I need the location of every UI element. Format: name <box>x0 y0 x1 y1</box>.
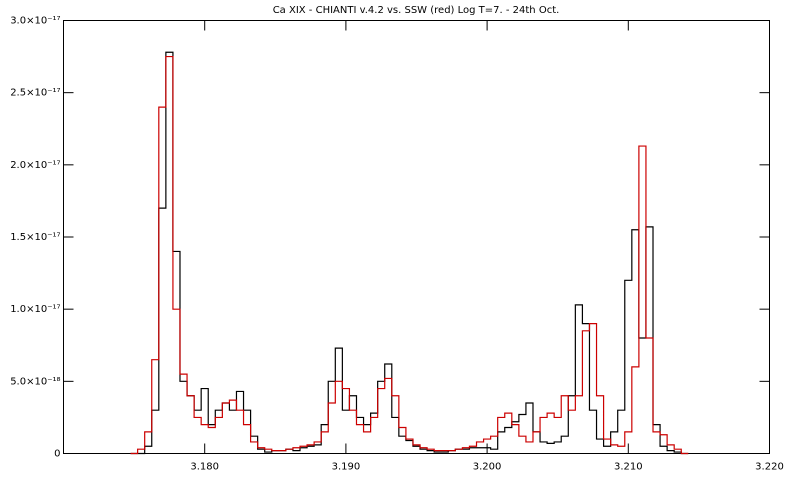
step-line <box>130 55 689 455</box>
x-tick-label: 3.220 <box>755 462 784 473</box>
x-tick-label: 3.180 <box>190 462 219 473</box>
y-tick-label: 0 <box>54 449 60 460</box>
x-tick-label: 3.200 <box>473 462 502 473</box>
chart-title: Ca XIX - CHIANTI v.4.2 vs. SSW (red) Log… <box>273 5 560 16</box>
y-tick-label: 1.5×10⁻¹⁷ <box>10 232 60 243</box>
x-tick-label: 3.210 <box>614 462 643 473</box>
y-tick-label: 2.5×10⁻¹⁷ <box>10 88 60 99</box>
x-tick-label: 3.190 <box>332 462 361 473</box>
y-tick-label: 1.0×10⁻¹⁷ <box>10 304 60 315</box>
y-tick-label: 2.0×10⁻¹⁷ <box>10 160 60 171</box>
y-tick-label: 3.0×10⁻¹⁷ <box>10 16 60 27</box>
y-tick-label: 5.0×10⁻¹⁸ <box>10 376 60 387</box>
